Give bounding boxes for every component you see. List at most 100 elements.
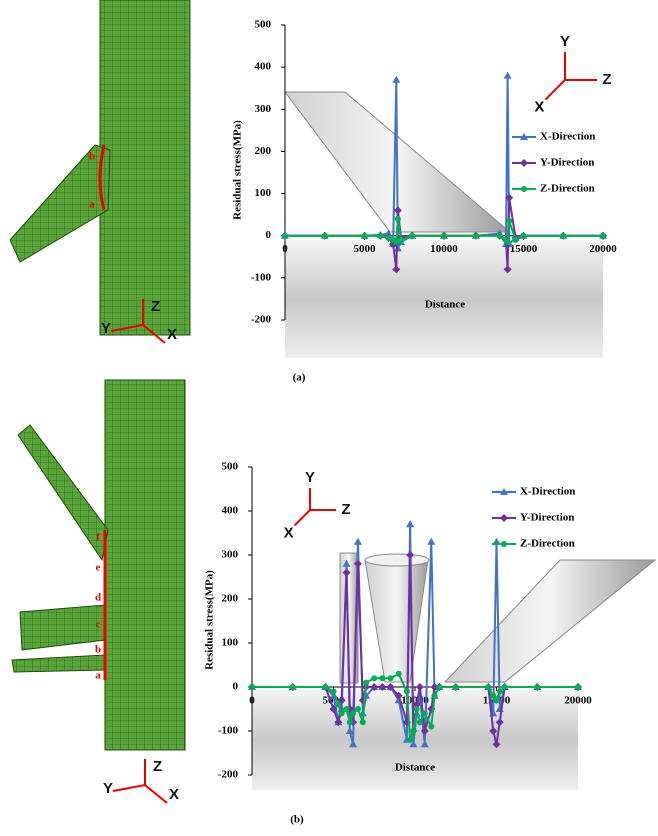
triad-arrows xyxy=(293,488,336,527)
marker xyxy=(334,718,343,727)
tube-illustration-a xyxy=(284,91,603,358)
y-tick-label: 500 xyxy=(222,461,239,473)
axis-triad: Y Z X xyxy=(534,33,611,116)
y-tick-label: 300 xyxy=(255,103,272,115)
marker xyxy=(407,736,414,743)
x-tick-label: 20000 xyxy=(564,695,592,707)
y-tick-label: 300 xyxy=(222,549,239,561)
marker xyxy=(343,706,350,712)
triad-label: Y xyxy=(305,469,315,486)
marker xyxy=(335,701,342,708)
marker xyxy=(560,232,567,239)
marker xyxy=(395,670,402,677)
triad-label: Z xyxy=(602,71,611,88)
y-tick-label: -100 xyxy=(251,271,272,283)
marker xyxy=(387,675,394,682)
marker xyxy=(393,239,400,246)
mesh-point-label: a xyxy=(89,199,95,211)
mesh-point-label: d xyxy=(95,592,101,604)
triad-arrows xyxy=(544,52,597,101)
marker xyxy=(249,684,255,690)
marker xyxy=(496,232,503,239)
triad-label: X xyxy=(534,99,544,116)
mesh-axis-triad: Z Y X xyxy=(101,298,177,344)
marker xyxy=(427,537,436,545)
marker xyxy=(410,728,417,734)
triad-arrows xyxy=(112,759,168,804)
x-tick-label: 15000 xyxy=(510,243,538,255)
triad-label: X xyxy=(169,786,179,803)
marker xyxy=(330,688,337,695)
marker xyxy=(504,239,511,246)
mesh-point-label: b xyxy=(95,644,101,656)
triad-label: Z xyxy=(341,501,350,518)
marker xyxy=(361,232,368,239)
marker xyxy=(492,740,501,749)
y-axis-label: Residual stress(MPa) xyxy=(204,570,216,670)
marker xyxy=(346,719,353,726)
legend-marker xyxy=(520,133,528,140)
marker xyxy=(436,684,443,690)
y-tick-label: 100 xyxy=(222,637,239,649)
marker xyxy=(503,71,512,79)
marker xyxy=(350,710,357,717)
mesh-b xyxy=(11,379,186,751)
marker xyxy=(421,710,428,717)
triad-label: Z xyxy=(153,758,162,775)
y-axis-label: Residual stress(MPa) xyxy=(232,120,244,220)
legend-marker xyxy=(500,488,508,495)
marker xyxy=(371,675,378,682)
y-tick-label: 200 xyxy=(255,145,272,157)
legend-marker xyxy=(521,186,527,192)
marker xyxy=(501,684,508,690)
y-tick-label: 400 xyxy=(222,505,239,517)
marker xyxy=(503,265,512,274)
legend-label: Z-Direction xyxy=(540,183,595,195)
y-tick-label: 100 xyxy=(255,187,272,199)
mesh-point-label: f xyxy=(96,532,100,544)
triad-label: X xyxy=(284,524,294,541)
x-axis-label: Distance xyxy=(395,762,435,774)
x-tick-label: 20000 xyxy=(589,243,617,255)
marker xyxy=(282,232,288,239)
y-tick-label: 400 xyxy=(255,61,272,73)
marker xyxy=(485,684,492,690)
marker xyxy=(600,232,606,239)
x-tick-label: 10000 xyxy=(430,243,458,255)
marker xyxy=(496,688,503,695)
marker xyxy=(384,229,393,237)
marker xyxy=(359,719,366,726)
x-tick-label: 0 xyxy=(249,695,255,707)
marker xyxy=(370,683,379,691)
marker xyxy=(506,217,513,224)
marker xyxy=(512,236,519,243)
marker xyxy=(354,706,361,712)
marker xyxy=(413,706,420,712)
legend-label: X-Direction xyxy=(540,131,595,143)
legend-label: Z-Direction xyxy=(520,538,575,550)
marker xyxy=(353,537,362,545)
marker xyxy=(322,684,329,690)
triad-arrows xyxy=(110,299,166,344)
triad-label: Z xyxy=(151,298,160,315)
marker xyxy=(495,718,504,727)
mesh-a xyxy=(9,0,191,336)
mesh-point-label: c xyxy=(96,619,101,631)
marker xyxy=(349,740,358,748)
y-tick-label: -200 xyxy=(218,769,239,781)
marker xyxy=(452,684,459,690)
marker xyxy=(420,727,429,735)
x-tick-label: 5000 xyxy=(354,243,377,255)
x-tick-label: 0 xyxy=(282,243,288,255)
marker xyxy=(412,700,421,709)
marker xyxy=(472,232,479,239)
marker xyxy=(416,719,423,726)
marker xyxy=(379,675,386,682)
marker xyxy=(392,75,401,83)
triad-label: X xyxy=(167,326,177,343)
marker xyxy=(575,684,581,690)
marker xyxy=(420,740,429,748)
mesh-point-label: e xyxy=(96,562,101,574)
